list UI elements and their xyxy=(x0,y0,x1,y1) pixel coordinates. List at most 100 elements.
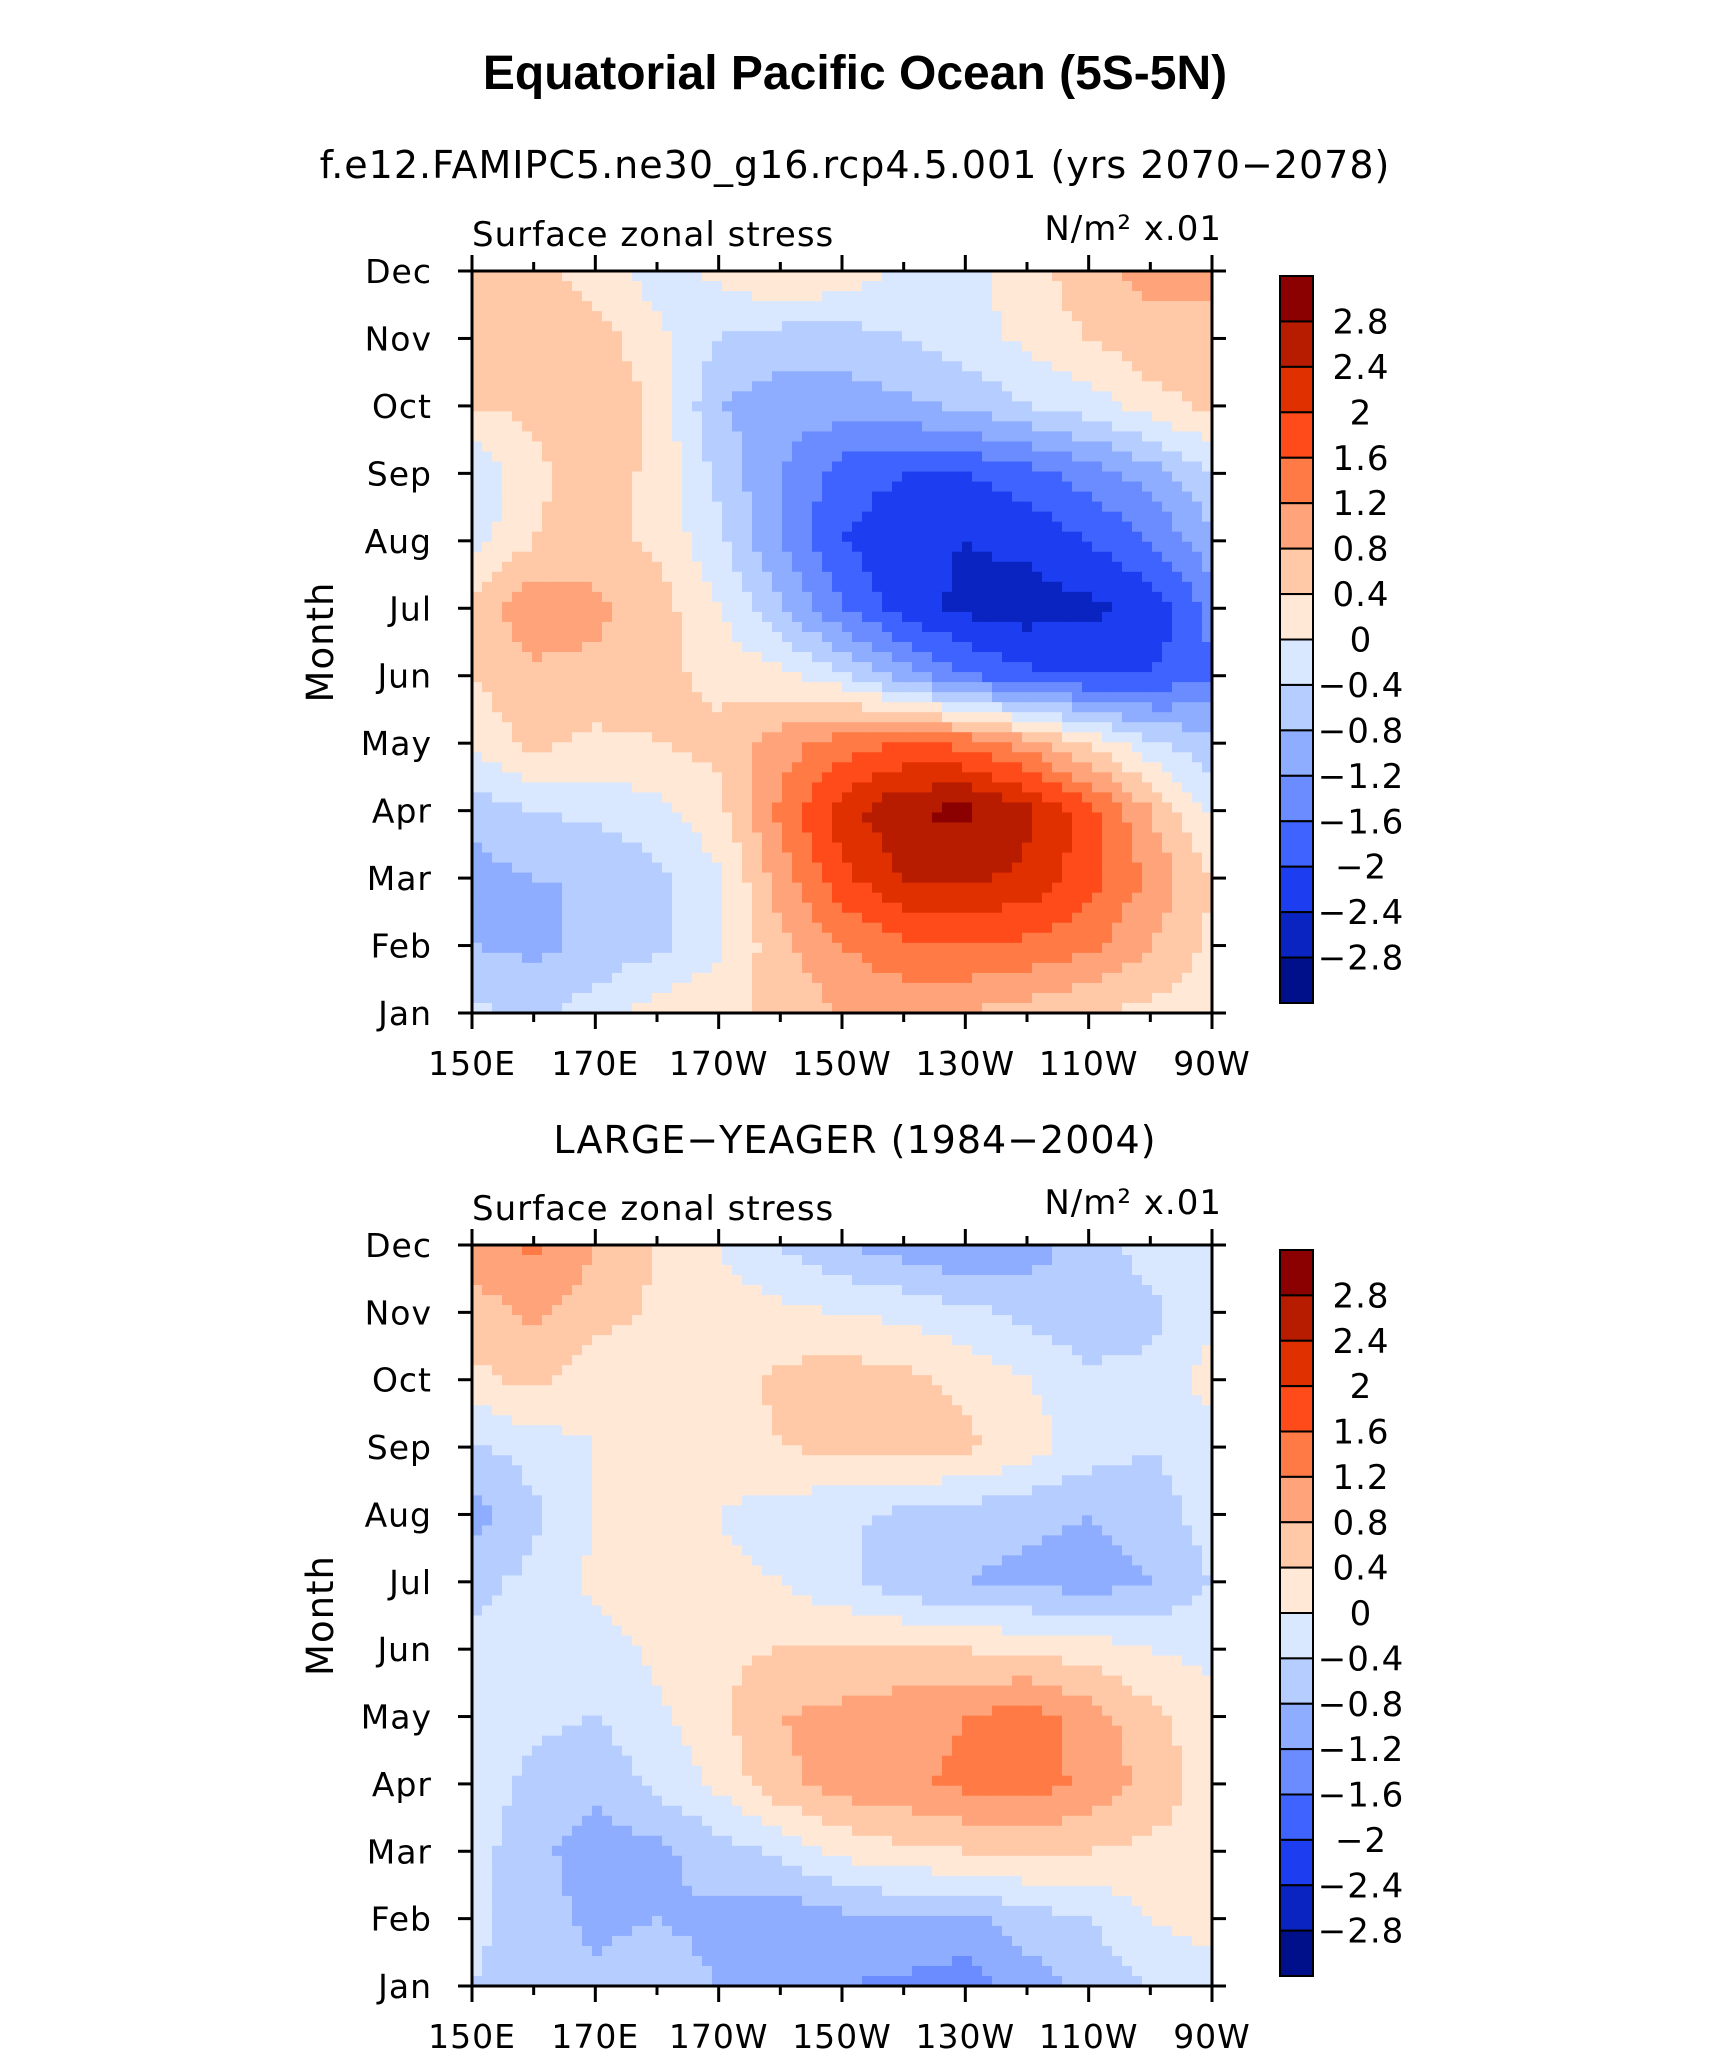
heatmap-cell xyxy=(612,732,623,743)
heatmap-cell xyxy=(822,451,833,463)
heatmap-cell xyxy=(682,601,693,613)
heatmap-cell xyxy=(542,902,553,914)
heatmap-cell xyxy=(712,301,723,312)
heatmap-cell xyxy=(532,321,543,332)
heatmap-cell xyxy=(592,652,603,663)
heatmap-cell xyxy=(852,581,863,593)
heatmap-cell xyxy=(982,702,993,713)
heatmap-cell xyxy=(762,722,773,733)
heatmap-cell xyxy=(562,912,573,924)
heatmap-cell xyxy=(822,672,833,683)
heatmap-cell xyxy=(512,451,523,463)
heatmap-cell xyxy=(662,301,673,312)
heatmap-cell xyxy=(672,521,683,533)
heatmap-cell xyxy=(842,411,853,423)
heatmap-cell xyxy=(512,371,523,382)
heatmap-cell xyxy=(512,862,523,874)
heatmap-cell xyxy=(912,501,923,513)
heatmap-cell xyxy=(812,662,823,673)
heatmap-cell xyxy=(1012,662,1023,673)
heatmap-cell xyxy=(632,351,643,362)
heatmap-cell xyxy=(722,421,733,433)
heatmap-cell xyxy=(692,391,703,402)
heatmap-cell xyxy=(872,611,883,623)
heatmap-cell xyxy=(552,611,563,623)
heatmap-cell xyxy=(882,561,893,573)
heatmap-cell xyxy=(922,521,933,533)
heatmap-cell xyxy=(862,381,873,392)
heatmap-cell xyxy=(962,591,973,603)
heatmap-cell xyxy=(842,361,853,372)
heatmap-cell xyxy=(502,461,513,473)
heatmap-cell xyxy=(782,692,793,703)
heatmap-cell xyxy=(1102,311,1113,322)
heatmap-cell xyxy=(502,852,513,864)
heatmap-cell xyxy=(842,401,853,412)
heatmap-cell xyxy=(602,672,613,683)
heatmap-cell xyxy=(1092,491,1103,503)
heatmap-cell xyxy=(882,411,893,423)
heatmap-cell xyxy=(932,822,943,834)
heatmap-cell xyxy=(1072,772,1083,783)
heatmap-cell xyxy=(582,822,593,834)
heatmap-cell xyxy=(942,301,953,312)
heatmap-cell xyxy=(882,341,893,352)
heatmap-cell xyxy=(772,692,783,703)
heatmap-cell xyxy=(812,712,823,723)
heatmap-cell xyxy=(632,391,643,402)
heatmap-cell xyxy=(662,431,673,443)
heatmap-cell xyxy=(962,742,973,753)
heatmap-cell xyxy=(672,541,683,553)
heatmap-cell xyxy=(1112,852,1123,864)
heatmap-cell xyxy=(562,611,573,623)
heatmap-cell xyxy=(912,812,923,824)
heatmap-cell xyxy=(822,762,833,773)
heatmap-cell xyxy=(1202,521,1213,533)
heatmap-cell xyxy=(992,301,1003,312)
heatmap-cell xyxy=(872,401,883,412)
heatmap-cell xyxy=(642,692,653,703)
heatmap-cell xyxy=(982,662,993,673)
heatmap-cell xyxy=(872,722,883,733)
heatmap-cell xyxy=(612,471,623,483)
heatmap-cell xyxy=(1082,531,1093,543)
heatmap-cell xyxy=(802,852,813,864)
heatmap-cell xyxy=(902,732,913,743)
heatmap-cell xyxy=(902,491,913,503)
heatmap-cell xyxy=(682,692,693,703)
heatmap-cell xyxy=(752,451,763,463)
heatmap-cell xyxy=(762,762,773,773)
heatmap-cell xyxy=(942,591,953,603)
heatmap-cell xyxy=(682,411,693,423)
heatmap-cell xyxy=(532,652,543,663)
heatmap-cell xyxy=(882,682,893,693)
heatmap-cell xyxy=(802,491,813,503)
heatmap-cell xyxy=(1132,541,1143,553)
chart-subtitle: f.e12.FAMIPC5.ne30_g16.rcp4.5.001 (yrs 2… xyxy=(320,143,1391,187)
heatmap-cell xyxy=(552,501,563,513)
heatmap-cell xyxy=(1002,311,1013,322)
heatmap-cell xyxy=(812,481,823,493)
heatmap-cell xyxy=(602,842,613,854)
heatmap-cell xyxy=(602,802,613,814)
heatmap-cell xyxy=(772,742,783,753)
heatmap-cell xyxy=(1072,642,1083,653)
heatmap-cell xyxy=(782,732,793,743)
heatmap-cell xyxy=(1172,892,1183,904)
heatmap-cell xyxy=(602,561,613,573)
heatmap-cell xyxy=(872,351,883,362)
heatmap-cell xyxy=(992,591,1003,603)
heatmap-cell xyxy=(602,631,613,643)
heatmap-cell xyxy=(502,682,513,693)
heatmap-cell xyxy=(602,441,613,453)
heatmap-cell xyxy=(552,682,563,693)
heatmap-cell xyxy=(1192,311,1203,322)
heatmap-cell xyxy=(1062,922,1073,934)
heatmap-cell xyxy=(1052,321,1063,332)
heatmap-cell xyxy=(942,381,953,392)
heatmap-cell xyxy=(542,581,553,593)
heatmap-cell xyxy=(492,431,503,443)
heatmap-cell xyxy=(752,441,763,453)
heatmap-cell xyxy=(892,451,903,463)
heatmap-cell xyxy=(632,331,643,342)
